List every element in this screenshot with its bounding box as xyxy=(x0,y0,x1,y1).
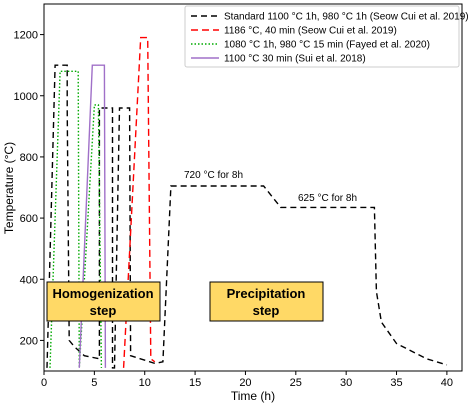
homogenization-line1: Homogenization xyxy=(52,286,153,301)
precipitation-step-box: Precipitation step xyxy=(209,281,324,322)
x-tick-label: 25 xyxy=(290,377,302,389)
plot-frame xyxy=(43,3,463,372)
x-tick-label: 10 xyxy=(139,377,151,389)
legend-frame xyxy=(184,5,460,68)
y-tick-label: 1000 xyxy=(14,91,38,103)
homogenization-line2: step xyxy=(90,303,117,318)
precipitation-line1: Precipitation xyxy=(227,286,306,301)
annotation-720: 720 °C for 8h xyxy=(184,170,243,181)
legend: Standard 1100 °C 1h, 980 °C 1h (Seow Cui… xyxy=(184,5,469,68)
x-tick-label: 15 xyxy=(189,377,201,389)
x-tick-label: 30 xyxy=(340,377,352,389)
precipitation-box xyxy=(209,281,324,322)
x-tick-label: 20 xyxy=(239,377,251,389)
x-axis-title: Time (h) xyxy=(231,389,275,403)
x-tick-label: 0 xyxy=(41,377,47,389)
y-tick-label: 1200 xyxy=(14,30,38,42)
y-tick-label: 800 xyxy=(20,152,38,164)
x-tick-label: 5 xyxy=(91,377,97,389)
homogenization-box xyxy=(46,281,161,322)
series-line-4 xyxy=(78,64,107,368)
homogenization-step-box: Homogenization step xyxy=(46,281,161,322)
series-line-1 xyxy=(46,64,448,369)
y-tick-label: 400 xyxy=(20,274,38,286)
series-group xyxy=(46,36,448,369)
x-tick-label: 35 xyxy=(390,377,402,389)
series-line-3 xyxy=(49,70,103,368)
legend-label-1080: 1080 °C 1h, 980 °C 15 min (Fayed et al. … xyxy=(224,40,430,51)
x-tick-label: 40 xyxy=(441,377,453,389)
ticks-group: 0 5 10 15 20 25 30 35 40 200 400 600 800 1000 1200 xyxy=(14,30,454,389)
legend-label-1100: 1100 °C 30 min (Sui et al. 2018) xyxy=(224,54,366,65)
legend-label-1186: 1186 °C, 40 min (Seow Cui et al. 2019) xyxy=(224,26,397,37)
legend-label-standard: Standard 1100 °C 1h, 980 °C 1h (Seow Cui… xyxy=(224,12,469,23)
y-tick-label: 600 xyxy=(20,213,38,225)
y-axis-title: Temperature (°C) xyxy=(2,142,16,234)
series-line-2 xyxy=(122,36,156,368)
y-tick-label: 200 xyxy=(20,335,38,347)
precipitation-line2: step xyxy=(253,303,280,318)
annotation-625: 625 °C for 8h xyxy=(298,193,357,204)
